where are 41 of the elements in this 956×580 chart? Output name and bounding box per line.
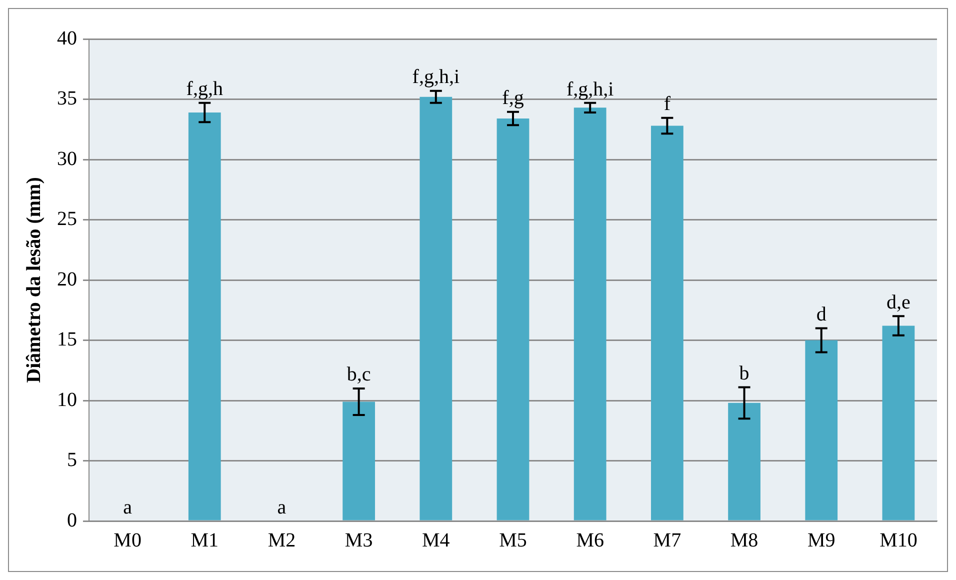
annotation: d [816, 303, 826, 326]
y-tick-label: 20 [57, 268, 77, 290]
y-axis-title: Diâmetro da lesão (mm) [23, 177, 46, 383]
x-tick-label: M5 [499, 529, 527, 552]
y-tick-label: 10 [57, 388, 77, 411]
bar [188, 112, 221, 520]
x-tick-label: M7 [653, 529, 682, 552]
x-tick-label: M0 [114, 529, 142, 552]
bar [650, 126, 684, 520]
annotation: f,g,h,i [566, 78, 614, 101]
bar [496, 118, 530, 520]
bar [342, 402, 376, 520]
bar [882, 326, 915, 520]
annotation: a [277, 496, 286, 518]
x-tick-label: M6 [576, 529, 604, 552]
annotation: f,g,h [186, 78, 223, 100]
y-tick-label: 30 [57, 148, 77, 170]
annotation: d,e [886, 291, 911, 314]
y-tick-label: 25 [57, 208, 77, 230]
annotation: f,g,h,i [412, 66, 460, 88]
x-tick-label: M1 [190, 529, 219, 552]
x-tick-label: M8 [730, 529, 758, 552]
annotation: f [664, 93, 671, 116]
bar [805, 340, 838, 520]
x-tick-label: M9 [807, 529, 836, 552]
y-tick-label: 35 [57, 88, 77, 110]
annotation: b,c [346, 364, 371, 386]
x-tick-label: M2 [268, 529, 296, 552]
x-tick-label: M10 [880, 529, 918, 552]
annotation: b [739, 362, 750, 384]
y-tick-label: 40 [57, 27, 77, 50]
annotation: f,g [502, 87, 524, 110]
bar [574, 108, 606, 520]
y-tick-label: 15 [57, 328, 77, 350]
annotation: a [123, 496, 132, 518]
x-tick-label: M3 [344, 529, 373, 552]
x-tick-label: M4 [422, 529, 450, 552]
bar [728, 402, 760, 520]
bar [420, 96, 452, 520]
y-tick-label: 0 [67, 509, 77, 532]
y-tick-label: 5 [67, 449, 77, 471]
